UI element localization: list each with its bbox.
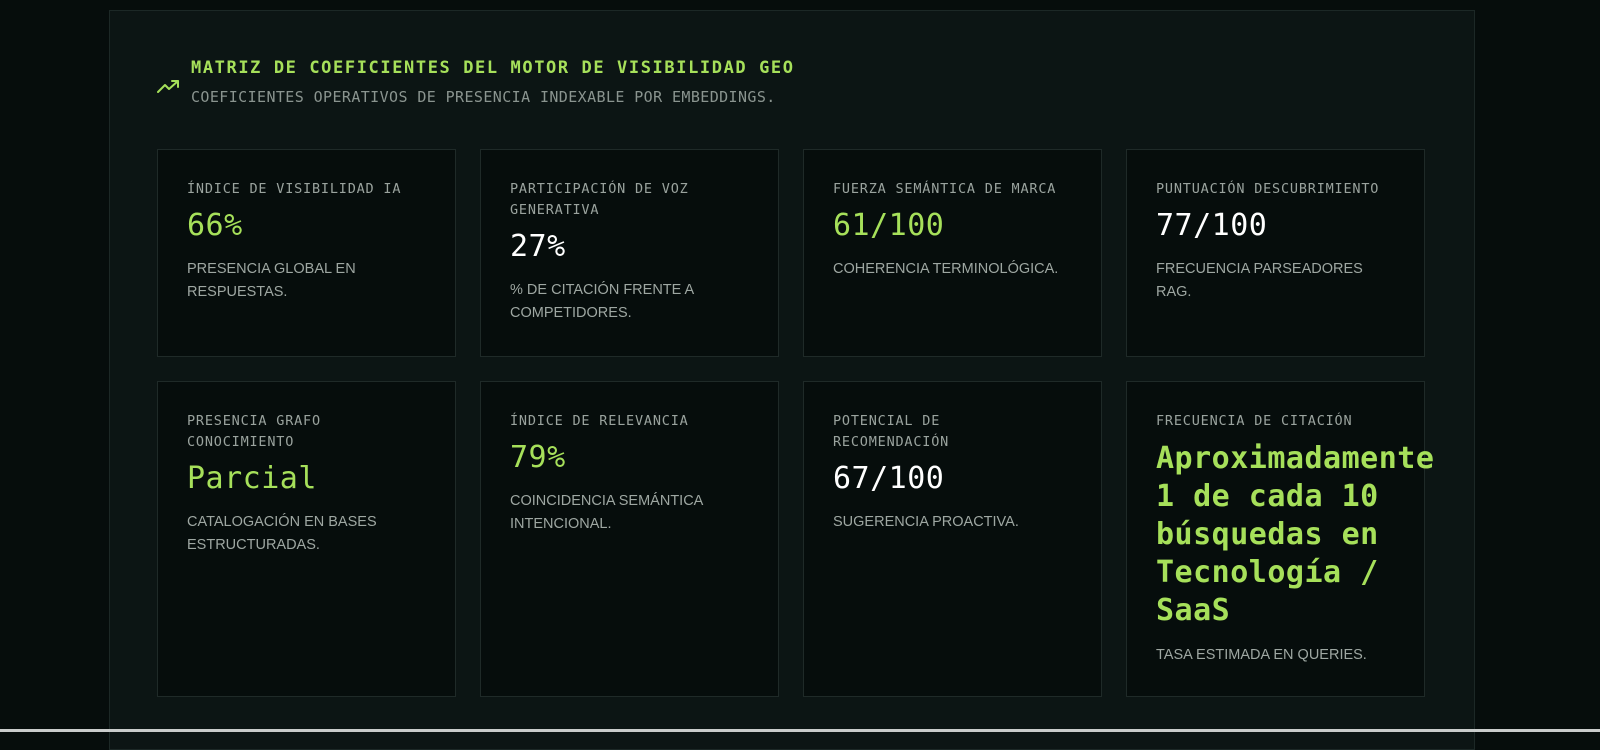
metric-value: 79%: [510, 440, 566, 475]
metric-card-share-of-voice: PARTICIPACIÓN DE VOZ GENERATIVA 27% % DE…: [480, 149, 779, 357]
metric-description: COHERENCIA TERMINOLÓGICA.: [833, 261, 1059, 277]
panel-subtitle: COEFICIENTES OPERATIVOS DE PRESENCIA IND…: [191, 88, 776, 106]
metric-description: COINCIDENCIA SEMÁNTICA INTENCIONAL.: [510, 493, 703, 532]
metric-value: Aproximadamente 1 de cada 10 búsquedas e…: [1156, 441, 1435, 628]
metric-label: PARTICIPACIÓN DE VOZ GENERATIVA: [510, 181, 689, 218]
metric-label: FUERZA SEMÁNTICA DE MARCA: [833, 181, 1057, 197]
metric-card-discovery-score: PUNTUACIÓN DESCUBRIMIENTO 77/100 FRECUEN…: [1126, 149, 1425, 357]
metric-label: FRECUENCIA DE CITACIÓN: [1156, 413, 1353, 429]
metric-card-semantic-strength: FUERZA SEMÁNTICA DE MARCA 61/100 COHEREN…: [803, 149, 1102, 357]
metric-card-recommendation-potential: POTENCIAL DE RECOMENDACIÓN 67/100 SUGERE…: [803, 381, 1102, 697]
metrics-grid: ÍNDICE DE VISIBILIDAD IA 66% PRESENCIA G…: [157, 149, 1434, 697]
metric-card-visibility-index: ÍNDICE DE VISIBILIDAD IA 66% PRESENCIA G…: [157, 149, 456, 357]
metric-description: FRECUENCIA PARSEADORES RAG.: [1156, 261, 1363, 300]
metric-value: 27%: [510, 229, 566, 264]
metric-label: PRESENCIA GRAFO CONOCIMIENTO: [187, 413, 321, 450]
metric-card-knowledge-graph: PRESENCIA GRAFO CONOCIMIENTO Parcial CAT…: [157, 381, 456, 697]
panel-title: MATRIZ DE COEFICIENTES DEL MOTOR DE VISI…: [191, 58, 795, 78]
metric-card-citation-frequency: FRECUENCIA DE CITACIÓN Aproximadamente 1…: [1126, 381, 1434, 697]
trending-up-icon: [157, 80, 179, 93]
metric-description: % DE CITACIÓN FRENTE A COMPETIDORES.: [510, 282, 694, 321]
metrics-panel: MATRIZ DE COEFICIENTES DEL MOTOR DE VISI…: [109, 10, 1475, 750]
metric-label: ÍNDICE DE RELEVANCIA: [510, 413, 689, 429]
metric-value: 61/100: [833, 208, 945, 243]
metric-value: 66%: [187, 208, 243, 243]
metric-label: PUNTUACIÓN DESCUBRIMIENTO: [1156, 181, 1380, 197]
metric-value: 67/100: [833, 461, 945, 496]
metric-description: PRESENCIA GLOBAL EN RESPUESTAS.: [187, 261, 356, 300]
metric-card-relevance-index: ÍNDICE DE RELEVANCIA 79% COINCIDENCIA SE…: [480, 381, 779, 697]
metric-label: POTENCIAL DE RECOMENDACIÓN: [833, 413, 950, 450]
metric-description: TASA ESTIMADA EN QUERIES.: [1156, 647, 1367, 663]
window-bottom-edge: [0, 729, 1600, 732]
metric-description: SUGERENCIA PROACTIVA.: [833, 514, 1019, 530]
metric-description: CATALOGACIÓN EN BASES ESTRUCTURADAS.: [187, 514, 377, 553]
metric-value: Parcial: [187, 461, 317, 496]
metric-value: 77/100: [1156, 208, 1268, 243]
metric-label: ÍNDICE DE VISIBILIDAD IA: [187, 181, 402, 197]
